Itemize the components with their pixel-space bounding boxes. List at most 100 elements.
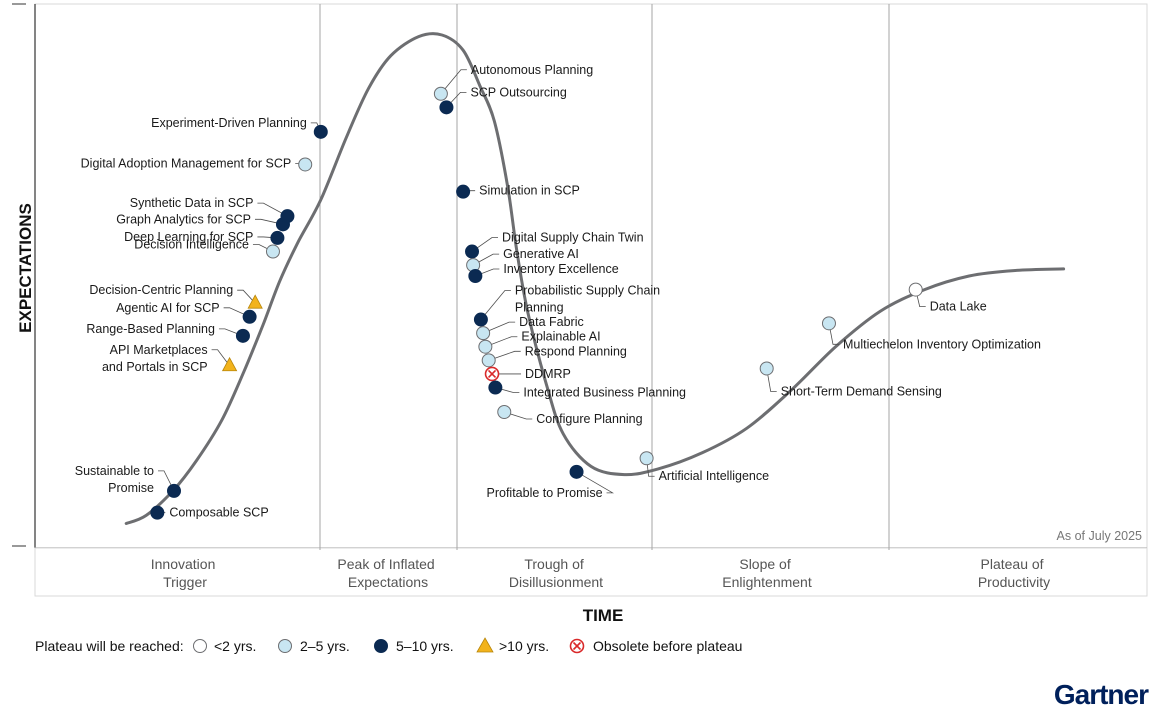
- leader-line: [480, 290, 511, 320]
- technology-marker: [270, 230, 285, 245]
- technology-label: Experiment-Driven Planning: [151, 116, 307, 130]
- technology-marker: [759, 361, 774, 376]
- technology-label-line: Experiment-Driven Planning: [151, 116, 307, 130]
- technology-label: Simulation in SCP: [479, 184, 580, 198]
- leader-line: [488, 350, 521, 361]
- technology-label-line: Graph Analytics for SCP: [116, 212, 251, 226]
- technology-label: Inventory Excellence: [503, 262, 618, 276]
- technology-marker: [439, 100, 454, 115]
- technology-marker: [473, 312, 488, 327]
- technology-marker: [221, 356, 238, 372]
- leader-line: [576, 471, 615, 494]
- legend-title: Plateau will be reached:: [35, 638, 184, 654]
- technology-marker: [433, 86, 448, 101]
- technology-label-line: Artificial Intelligence: [659, 469, 770, 483]
- legend: Plateau will be reached: <2 yrs. 2–5 yrs…: [35, 637, 742, 654]
- technology-label: Configure Planning: [536, 412, 642, 426]
- technology-label-line: API Marketplaces: [110, 343, 208, 357]
- technology-label-line: Decision Intelligence: [134, 238, 249, 252]
- technology-label-line: Configure Planning: [536, 412, 642, 426]
- technology-label: Data Fabric: [519, 315, 584, 329]
- legend-marker-gt10: [476, 637, 494, 653]
- technology-label: Respond Planning: [525, 344, 627, 358]
- technology-label-line: Planning: [515, 301, 564, 315]
- legend-marker-2to5: [278, 639, 292, 653]
- as-of-date: As of July 2025: [1057, 529, 1143, 543]
- technology-marker: [242, 309, 257, 324]
- markers: [150, 86, 923, 520]
- technology-label-line: Inventory Excellence: [503, 262, 618, 276]
- legend-label: >10 yrs.: [499, 638, 549, 654]
- technology-label-line: Synthetic Data in SCP: [130, 196, 254, 210]
- phase-label-line: Trough of: [524, 556, 584, 572]
- technology-label: Range-Based Planning: [86, 322, 215, 336]
- hype-curve: [124, 32, 1066, 525]
- phase-label: Innovation Trigger: [151, 556, 220, 590]
- technology-marker: [468, 269, 483, 283]
- phase-labels: Innovation Trigger Peak of Inflated Expe…: [151, 556, 1050, 590]
- technology-label: Integrated Business Planning: [523, 386, 686, 400]
- technology-marker: [265, 244, 280, 259]
- technology-label: Agentic AI for SCP: [116, 301, 220, 315]
- phase-label-line: Trigger: [163, 574, 207, 590]
- leader-line: [158, 470, 175, 492]
- technology-label-line: Generative AI: [503, 247, 579, 261]
- technology-label: Data Lake: [930, 300, 987, 314]
- y-axis-title: EXPECTATIONS: [16, 203, 35, 333]
- technology-label: Deep Learning for SCP: [124, 230, 253, 244]
- technology-marker: [497, 405, 512, 419]
- technology-label-line: Short-Term Demand Sensing: [781, 384, 942, 398]
- technology-marker: [481, 353, 496, 368]
- leader-line: [828, 323, 839, 345]
- technology-label-line: Data Fabric: [519, 315, 584, 329]
- technology-label-line: Data Lake: [930, 300, 987, 314]
- technology-label-line: Autonomous Planning: [471, 63, 593, 77]
- phase-strip: [34, 547, 1148, 597]
- leader-line: [257, 202, 288, 217]
- technology-label: Artificial Intelligence: [659, 469, 770, 483]
- technology-marker: [313, 124, 328, 139]
- plot-area: [34, 3, 1148, 549]
- technology-marker: [298, 157, 313, 172]
- technology-marker: [235, 328, 250, 343]
- technology-marker: [488, 380, 503, 395]
- technology-label: Short-Term Demand Sensing: [781, 384, 942, 398]
- technology-label-line: Digital Supply Chain Twin: [502, 231, 644, 245]
- technology-label-line: Composable SCP: [169, 506, 268, 520]
- technology-marker: [569, 464, 584, 479]
- phase-label-line: Peak of Inflated: [337, 556, 434, 572]
- technology-marker: [639, 451, 654, 466]
- legend-label: Obsolete before plateau: [593, 638, 742, 654]
- technology-label-line: and Portals in SCP: [102, 360, 208, 374]
- technology-label-line: Profitable to Promise: [487, 486, 603, 500]
- technology-label: DDMRP: [525, 367, 571, 381]
- technology-label: SCP Outsourcing: [470, 85, 566, 99]
- technology-label: Generative AI: [503, 247, 579, 261]
- leader-line: [482, 321, 516, 334]
- leader-line: [440, 69, 467, 95]
- technology-marker: [476, 326, 491, 341]
- phase-label-line: Enlightenment: [722, 574, 812, 590]
- technology-label: Sustainable to Promise: [75, 464, 154, 495]
- gartner-logo: Gartner: [1054, 679, 1149, 710]
- phase-label: Plateau of Productivity: [978, 556, 1050, 590]
- technology-label-line: SCP Outsourcing: [470, 85, 566, 99]
- technology-label: Autonomous Planning: [471, 63, 593, 77]
- legend-label: 5–10 yrs.: [396, 638, 454, 654]
- technology-label: Decision-Centric Planning: [89, 283, 233, 297]
- technology-label: Profitable to Promise: [487, 486, 603, 500]
- legend-label: <2 yrs.: [214, 638, 256, 654]
- technology-label: Graph Analytics for SCP: [116, 212, 251, 226]
- technology-marker: [484, 366, 500, 382]
- phase-label-line: Slope of: [739, 556, 790, 572]
- legend-marker-lt2: [193, 639, 207, 653]
- obsolete-marker-cross: [487, 369, 497, 378]
- technology-label-line: Promise: [108, 481, 154, 495]
- leader-line: [223, 307, 250, 318]
- leader-line: [211, 349, 230, 367]
- phase-label-line: Plateau of: [981, 556, 1044, 572]
- technology-label: Multiechelon Inventory Optimization: [843, 337, 1041, 351]
- technology-label-line: DDMRP: [525, 367, 571, 381]
- technology-label: Digital Supply Chain Twin: [502, 231, 644, 245]
